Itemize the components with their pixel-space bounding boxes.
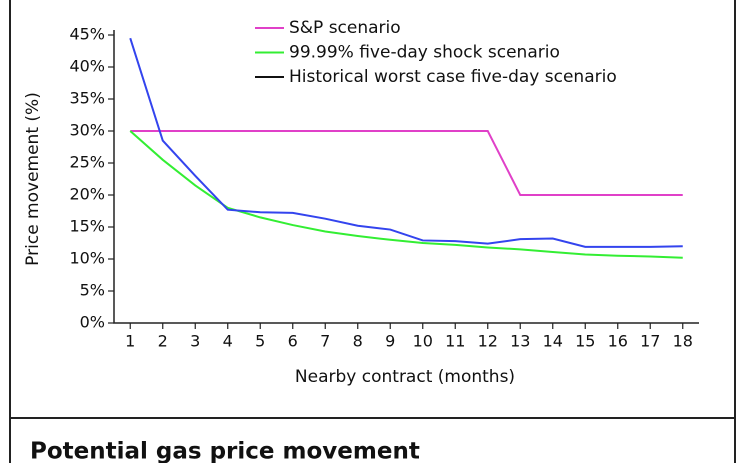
x-tick-label: 17 bbox=[640, 332, 660, 351]
x-tick-label: 16 bbox=[608, 332, 628, 351]
x-tick-label: 8 bbox=[353, 332, 363, 351]
legend-label: S&P scenario bbox=[289, 18, 401, 38]
x-tick-label: 3 bbox=[190, 332, 200, 351]
y-tick-label: 20% bbox=[69, 185, 105, 204]
y-tick-label: 15% bbox=[69, 217, 105, 236]
x-tick-label: 18 bbox=[673, 332, 693, 351]
y-tick-label: 10% bbox=[69, 249, 105, 268]
y-tick-label: 5% bbox=[80, 281, 105, 300]
y-tick-label: 35% bbox=[69, 89, 105, 108]
legend-label: Historical worst case five-day scenario bbox=[289, 67, 617, 87]
y-tick-label: 45% bbox=[69, 25, 105, 44]
x-tick-label: 15 bbox=[575, 332, 595, 351]
y-tick-label: 40% bbox=[69, 57, 105, 76]
x-tick-label: 1 bbox=[125, 332, 135, 351]
x-tick-label: 7 bbox=[320, 332, 330, 351]
series-line bbox=[129, 37, 683, 248]
x-tick-label: 4 bbox=[223, 332, 233, 351]
x-tick-label: 10 bbox=[413, 332, 433, 351]
x-tick-label: 12 bbox=[478, 332, 498, 351]
y-tick-label: 0% bbox=[80, 313, 105, 332]
series-line bbox=[130, 130, 683, 196]
y-axis-label: Price movement (%) bbox=[23, 92, 43, 266]
legend-label: 99.99% five-day shock scenario bbox=[289, 43, 560, 63]
y-tick-label: 30% bbox=[69, 121, 105, 140]
x-axis-label: Nearby contract (months) bbox=[295, 367, 515, 387]
y-tick-label: 25% bbox=[69, 153, 105, 172]
x-tick-label: 6 bbox=[288, 332, 298, 351]
frame bbox=[9, 0, 736, 463]
x-tick-label: 9 bbox=[385, 332, 395, 351]
x-tick-label: 14 bbox=[543, 332, 563, 351]
x-tick-label: 11 bbox=[445, 332, 465, 351]
chart-title: Potential gas price movement bbox=[30, 439, 420, 463]
x-tick-label: 2 bbox=[158, 332, 168, 351]
x-tick-label: 5 bbox=[255, 332, 265, 351]
x-tick-label: 13 bbox=[510, 332, 530, 351]
